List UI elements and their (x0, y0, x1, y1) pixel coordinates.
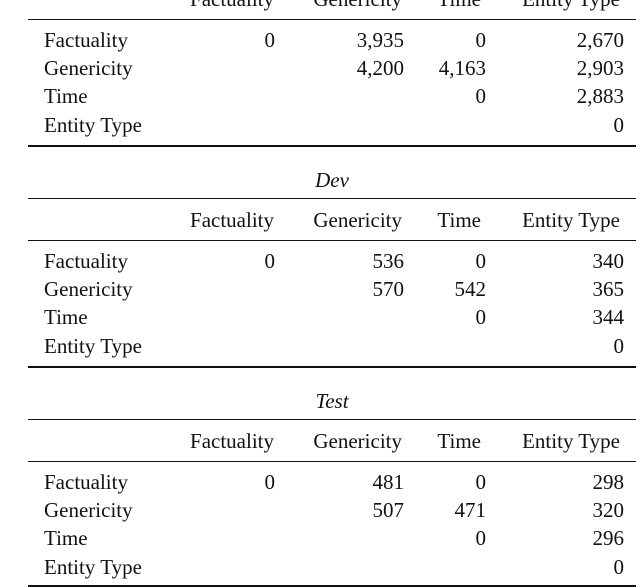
row-label: Genericity (44, 498, 133, 523)
table-cell: 4,163 (438, 56, 486, 81)
table-cell: 0 (264, 249, 276, 273)
column-header: Entity Type (522, 429, 620, 453)
row-label: Genericity (44, 56, 133, 81)
table-cell: 542 (454, 277, 487, 302)
row-label: Entity Type (44, 112, 142, 137)
table-rule (28, 145, 636, 147)
table-cell: 0 (475, 470, 487, 494)
column-header: Time (437, 429, 481, 453)
table-cell: 570 (372, 277, 405, 302)
table-rule (28, 461, 636, 462)
table-title: Test (315, 389, 349, 413)
row-label: Entity Type (44, 554, 142, 579)
table-cell: 296 (592, 526, 625, 551)
table-rule (28, 240, 636, 241)
table-rule (28, 366, 636, 368)
table-cell: 0 (264, 470, 276, 494)
column-header: Entity Type (522, 0, 620, 11)
table-cell: 320 (592, 498, 625, 523)
table-cell: 3,935 (356, 28, 404, 52)
row-label: Time (44, 84, 88, 109)
table-cell: 2,883 (576, 84, 624, 109)
table-cell: 507 (372, 498, 405, 523)
table-cell: 0 (475, 28, 487, 52)
table-cell: 4,200 (356, 56, 404, 81)
table-cell: 0 (264, 28, 276, 52)
column-header: Factuality (190, 208, 274, 232)
table-rule (28, 198, 636, 199)
row-label: Factuality (44, 249, 128, 273)
table-rule (28, 19, 636, 20)
column-header: Genericity (313, 0, 402, 11)
table-cell: 0 (613, 112, 625, 137)
table-cell: 0 (475, 526, 487, 551)
table-rule (28, 585, 636, 587)
table-cell: 471 (454, 498, 487, 523)
column-header: Time (437, 0, 481, 11)
column-header: Genericity (313, 429, 402, 453)
table-cell: 0 (475, 305, 487, 330)
row-label: Genericity (44, 277, 133, 302)
table-cell: 340 (592, 249, 625, 273)
column-header: Time (437, 208, 481, 232)
column-header: Genericity (313, 208, 402, 232)
table-cell: 0 (613, 333, 625, 358)
column-header: Factuality (190, 429, 274, 453)
table-cell: 0 (613, 554, 625, 579)
table-cell: 2,670 (576, 28, 624, 52)
table-cell: 0 (475, 84, 487, 109)
row-label: Time (44, 526, 88, 551)
table-title: Dev (315, 168, 349, 192)
row-label: Entity Type (44, 333, 142, 358)
table-cell: 0 (475, 249, 487, 273)
row-label: Time (44, 305, 88, 330)
table-cell: 2,903 (576, 56, 624, 81)
column-header: Factuality (190, 0, 274, 11)
row-label: Factuality (44, 28, 128, 52)
table-cell: 298 (592, 470, 625, 494)
row-label: Factuality (44, 470, 128, 494)
table-cell: 536 (372, 249, 405, 273)
table-cell: 365 (592, 277, 625, 302)
column-header: Entity Type (522, 208, 620, 232)
table-cell: 481 (372, 470, 405, 494)
table-cell: 344 (592, 305, 625, 330)
table-rule (28, 419, 636, 420)
